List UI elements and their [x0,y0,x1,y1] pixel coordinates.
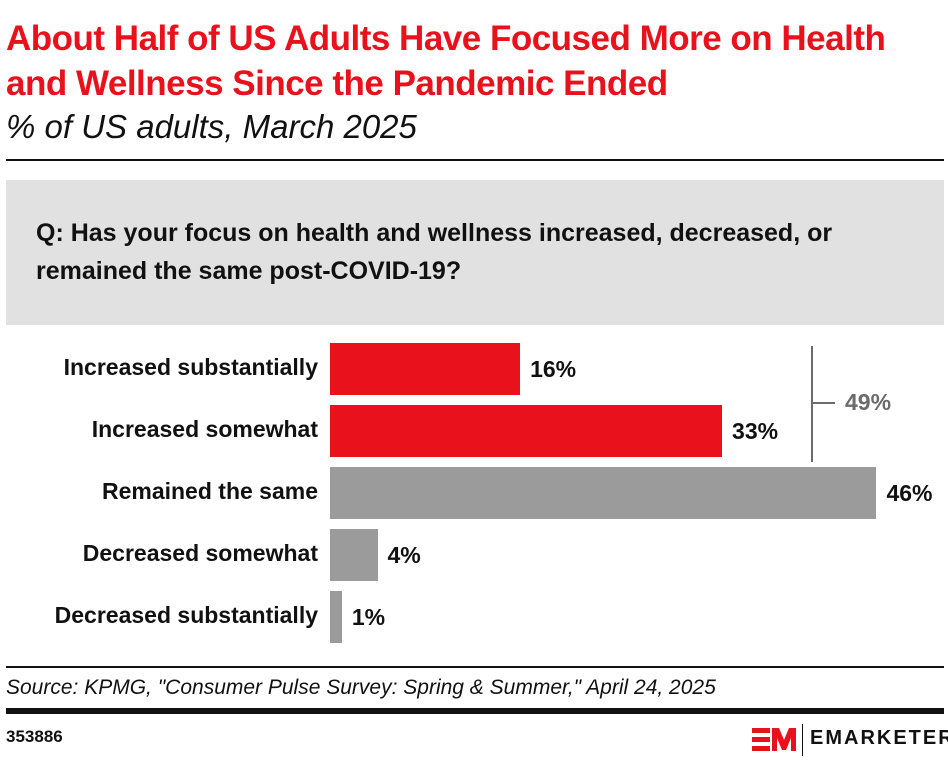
brand-name: EMARKETER [810,727,948,749]
question-text: Q: Has your focus on health and wellness… [36,219,833,285]
bar [330,343,521,395]
chart-title: About Half of US Adults Have Focused Mor… [6,19,886,103]
category-label: Remained the same [101,478,318,504]
bracket-tick [813,402,835,404]
value-label: 46% [886,480,933,506]
value-label: 16% [530,356,577,382]
emarketer-logo-icon [752,728,796,751]
bracket-total-label: 49% [845,389,892,415]
question-box [6,180,944,325]
category-label: Decreased somewhat [82,540,318,566]
chart-subtitle: % of US adults, March 2025 [6,108,417,145]
divider [6,159,944,161]
category-label: Increased somewhat [91,416,318,442]
value-label: 4% [387,542,421,568]
category-label: Decreased substantially [54,602,318,628]
bar [330,529,378,581]
divider [6,666,944,668]
value-label: 33% [732,418,779,444]
bar [330,467,877,519]
divider [6,708,944,714]
chart-id: 353886 [6,727,63,746]
bracket-line [811,346,813,462]
category-label: Increased substantially [63,354,318,380]
bar [330,405,723,457]
source-note: Source: KPMG, "Consumer Pulse Survey: Sp… [6,676,716,699]
bar [330,591,342,643]
value-label: 1% [351,604,386,630]
logo-divider [802,724,803,756]
